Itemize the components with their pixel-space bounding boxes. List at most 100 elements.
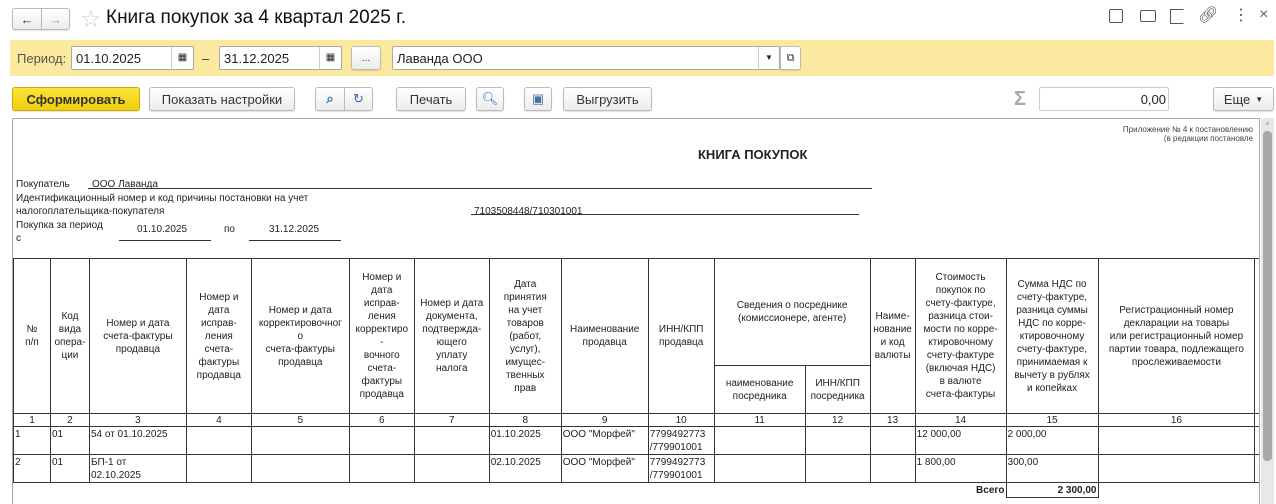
extra-cell	[1254, 413, 1259, 427]
chevron-down-icon: ▼	[1255, 94, 1264, 104]
calendar-icon[interactable]: ▦	[171, 47, 193, 69]
inn-label-2: налогоплательщика-покупателя	[16, 206, 165, 217]
period-select-button[interactable]: ...	[351, 46, 381, 70]
column-header: Сведения о посреднике (комиссионере, аге…	[713, 258, 871, 366]
extra-column	[1254, 258, 1259, 414]
scrollbar-thumb[interactable]	[1263, 131, 1272, 461]
table-row[interactable]: 1 01 54 от 01.10.2025 01.10.2025 ООО "Морфей…	[13, 426, 1259, 455]
print-button[interactable]: Печать	[396, 87, 466, 111]
favorite-star-icon[interactable]: ☆	[80, 6, 102, 33]
table-cell	[1097, 426, 1256, 455]
export-button[interactable]: Выгрузить	[563, 87, 652, 111]
table-cell: 01.10.2025	[488, 426, 562, 455]
preview-icon[interactable]	[1170, 9, 1184, 24]
column-number: 13	[869, 413, 916, 427]
column-header: ИНН/КПП продавца	[647, 258, 715, 414]
open-organization-button[interactable]: ⧉	[780, 46, 801, 70]
back-button[interactable]: ←	[12, 8, 42, 30]
header-row: № п/п Код вида опера- ции Номер и дата сче…	[13, 258, 1259, 414]
column-number-row: 1 2 3 4 5 6 7 8 9 10 11 12 13 14 15 16	[13, 413, 1259, 427]
calendar-icon[interactable]: ▦	[319, 47, 341, 69]
table-cell: 54 от 01.10.2025	[88, 426, 187, 455]
table-cell	[413, 426, 490, 455]
period-label: Покупка за период с	[16, 220, 103, 244]
table-cell: 2	[13, 454, 51, 483]
scroll-up-icon[interactable]: ▲	[1264, 120, 1271, 127]
period-to-label: по	[224, 224, 235, 235]
close-icon[interactable]: ×	[1259, 6, 1269, 23]
column-header: Наименование продавца	[560, 258, 649, 414]
column-number: 7	[413, 413, 490, 427]
column-number: 3	[88, 413, 187, 427]
more-button[interactable]: Еще ▼	[1213, 87, 1274, 111]
search-button[interactable]: ⌕	[315, 87, 345, 111]
column-number: 14	[914, 413, 1007, 427]
table-cell: 1	[13, 426, 51, 455]
column-number: 6	[348, 413, 415, 427]
report-note-1: Приложение № 4 к постановлению	[1122, 125, 1253, 134]
report-area: Приложение № 4 к постановлению (в редакц…	[12, 118, 1260, 504]
buyer-value: ООО Лаванда	[92, 179, 158, 190]
sum-icon: Σ	[1014, 88, 1027, 110]
window-title: Книга покупок за 4 квартал 2025 г.	[106, 7, 407, 28]
column-number: 16	[1097, 413, 1256, 427]
total-row: Всего 2 300,00	[14, 482, 1259, 498]
empty-cell	[1097, 482, 1259, 498]
column-header: Наиме- нование и код валюты	[869, 258, 916, 414]
inn-label-1: Идентификационный номер и код причины по…	[16, 193, 309, 204]
save-report-button[interactable]: ▣	[524, 87, 552, 111]
sum-field[interactable]: 0,00	[1039, 87, 1169, 111]
period-from: 01.10.2025	[137, 224, 188, 235]
extra-cell	[1254, 454, 1259, 483]
column-header: № п/п	[13, 258, 51, 414]
table-cell: 01	[49, 454, 90, 483]
save-icon[interactable]	[1109, 9, 1123, 23]
date-from-input[interactable]: 01.10.2025 ▦	[71, 46, 194, 70]
table-cell	[713, 454, 806, 483]
period-to: 31.12.2025	[269, 224, 320, 235]
date-from-value: 01.10.2025	[76, 50, 142, 66]
table-cell	[804, 426, 871, 455]
table-cell	[1097, 454, 1256, 483]
print-icon[interactable]	[1140, 10, 1156, 22]
generate-button[interactable]: Сформировать	[12, 87, 140, 111]
show-settings-button[interactable]: Показать настройки	[149, 87, 295, 111]
report-title: КНИГА ПОКУПОК	[698, 147, 808, 162]
more-label: Еще	[1223, 91, 1251, 107]
column-header: Регистрационный номер декларации на това…	[1097, 258, 1256, 414]
table-cell: 2 000,00	[1005, 426, 1099, 455]
search-refresh-button[interactable]: ↻	[344, 87, 373, 111]
table-cell	[348, 454, 415, 483]
column-number: 12	[804, 413, 871, 427]
scrollbar[interactable]: ▲	[1261, 118, 1274, 504]
table-row[interactable]: 2 01 БП-1 от 02.10.2025 02.10.2025 ООО "Морф…	[13, 454, 1259, 483]
column-number: 9	[560, 413, 649, 427]
column-number: 15	[1005, 413, 1099, 427]
chevron-down-icon[interactable]: ▼	[758, 47, 779, 69]
more-vertical-icon[interactable]: ⋮	[1233, 7, 1249, 24]
table-cell: ООО "Морфей"	[560, 426, 649, 455]
report-note-2: (в редакции постановле	[1163, 134, 1253, 143]
date-to-input[interactable]: 31.12.2025 ▦	[219, 46, 342, 70]
column-number: 2	[49, 413, 90, 427]
period-label: Период:	[17, 51, 67, 66]
organization-select[interactable]: Лаванда ООО ▼	[392, 46, 780, 70]
column-header: Номер и дата счета-фактуры продавца	[88, 258, 187, 414]
table-cell	[804, 454, 871, 483]
column-number: 4	[185, 413, 252, 427]
table-cell: 01	[49, 426, 90, 455]
column-sub-header: наименование посредника	[713, 365, 806, 414]
table-cell	[713, 426, 806, 455]
column-header: Сумма НДС по счету-фактуре, разница сумм…	[1005, 258, 1099, 414]
print-preview-button[interactable]: 🔍︎	[476, 87, 504, 111]
organization-value: Лаванда ООО	[397, 50, 483, 66]
column-header: Номер и дата корректировочног о счета-фа…	[250, 258, 350, 414]
forward-button[interactable]: →	[41, 8, 70, 30]
table-cell	[250, 454, 350, 483]
table-cell	[348, 426, 415, 455]
inn-value: 7103508448/710301001	[474, 206, 583, 217]
link-icon[interactable]: 🔗︎	[1198, 7, 1219, 24]
total-label: Всего	[976, 484, 1005, 496]
table-cell	[869, 454, 916, 483]
table-cell	[185, 454, 252, 483]
